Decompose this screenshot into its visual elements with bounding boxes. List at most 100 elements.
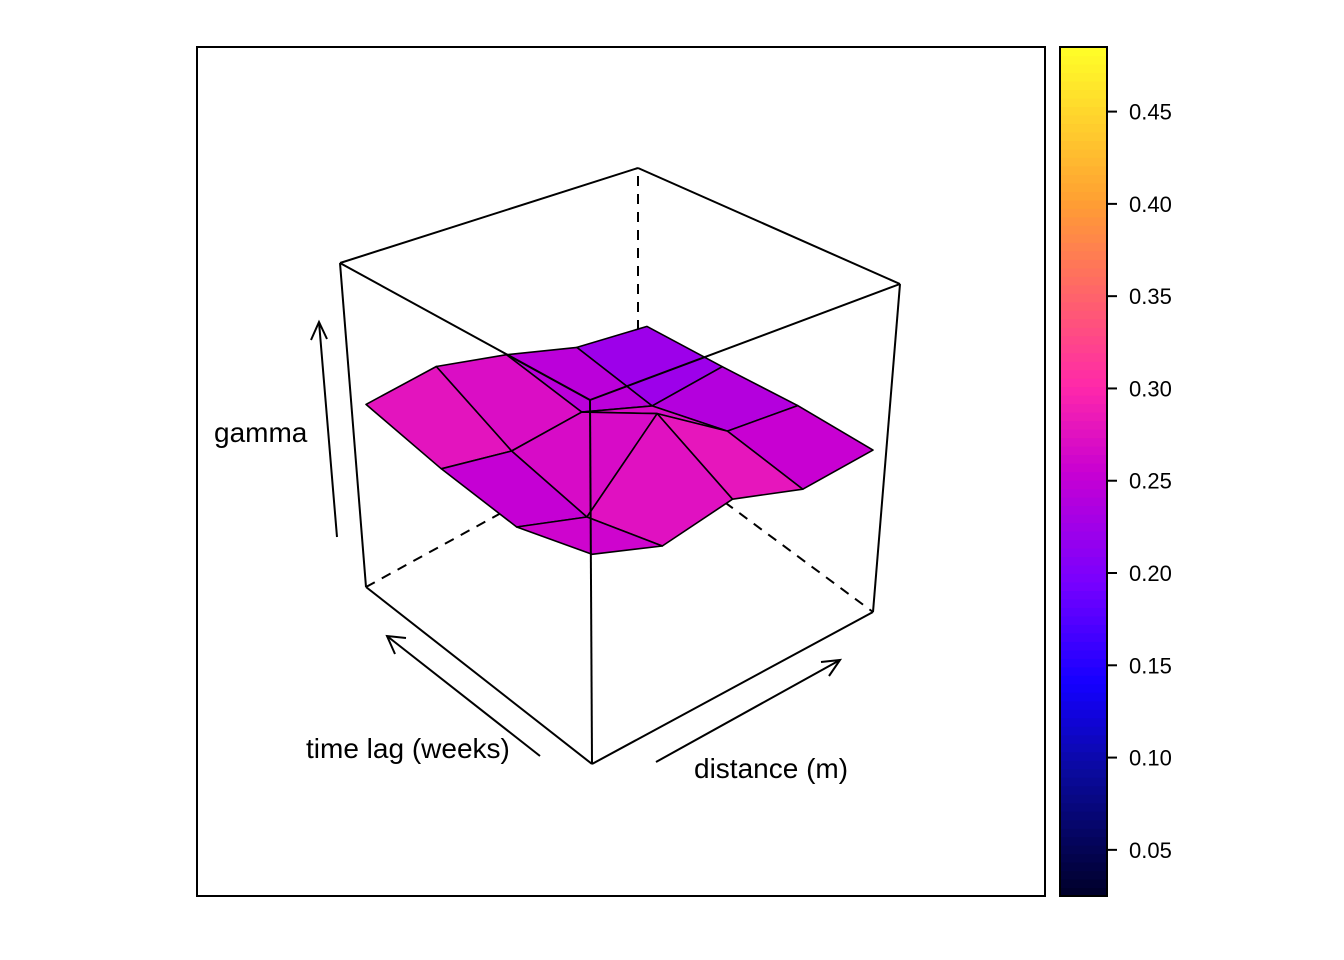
z-axis-label: gamma: [214, 417, 308, 448]
surface: [365, 325, 874, 556]
colorbar-swatch: [1060, 318, 1107, 328]
colorbar-swatch: [1060, 403, 1107, 413]
colorbar-swatch: [1060, 658, 1107, 668]
colorbar-swatch: [1060, 488, 1107, 498]
colorbar-swatch: [1060, 454, 1107, 464]
box-edge: [339, 167, 639, 264]
colorbar-tick-label: 0.15: [1129, 653, 1172, 678]
colorbar-swatch: [1060, 734, 1107, 744]
colorbar-swatch: [1060, 250, 1107, 260]
colorbar-swatch: [1060, 89, 1107, 99]
colorbar-swatch: [1060, 632, 1107, 642]
colorbar-swatch: [1060, 777, 1107, 787]
colorbar-swatch: [1060, 870, 1107, 880]
colorbar-swatch: [1060, 862, 1107, 872]
colorbar-tick-label: 0.35: [1129, 284, 1172, 309]
y-axis-arrow: [385, 634, 541, 757]
colorbar-tick-label: 0.10: [1129, 746, 1172, 771]
colorbar-swatch: [1060, 47, 1107, 57]
colorbar-swatch: [1060, 412, 1107, 422]
colorbar-swatch: [1060, 233, 1107, 243]
colorbar-swatch: [1060, 522, 1107, 532]
colorbar-swatch: [1060, 293, 1107, 303]
colorbar-tick-label: 0.30: [1129, 376, 1172, 401]
colorbar-swatch: [1060, 879, 1107, 889]
colorbar-swatch: [1060, 828, 1107, 838]
colorbar-swatch: [1060, 97, 1107, 108]
colorbar-swatch: [1060, 165, 1107, 175]
colorbar-swatch: [1060, 751, 1107, 761]
colorbar-swatch: [1060, 819, 1107, 829]
colorbar-swatch: [1060, 310, 1107, 320]
colorbar-swatch: [1060, 581, 1107, 591]
colorbar-swatch: [1060, 225, 1107, 235]
colorbar-swatch: [1060, 692, 1107, 702]
colorbar-swatch: [1060, 208, 1107, 218]
box-edge: [591, 611, 874, 765]
colorbar-swatch: [1060, 276, 1107, 286]
colorbar-swatch: [1060, 395, 1107, 405]
colorbar-swatch: [1060, 743, 1107, 753]
box-edge: [365, 586, 593, 765]
colorbar-tick-label: 0.20: [1129, 561, 1172, 586]
colorbar-swatch: [1060, 479, 1107, 490]
colorbar-swatch: [1060, 429, 1107, 439]
colorbar-swatch: [1060, 811, 1107, 821]
colorbar-swatch: [1060, 598, 1107, 608]
colorbar-swatch: [1060, 794, 1107, 804]
colorbar-swatch: [1060, 301, 1107, 311]
colorbar-swatch: [1060, 437, 1107, 447]
colorbar-swatch: [1060, 157, 1107, 167]
box-edge: [589, 399, 593, 765]
colorbar-swatch: [1060, 471, 1107, 481]
colorbar-frame: [1059, 46, 1108, 897]
colorbar-tick-label: 0.05: [1129, 838, 1172, 863]
colorbar-swatch: [1060, 539, 1107, 549]
colorbar-swatch: [1060, 496, 1107, 507]
colorbar-swatch: [1060, 726, 1107, 736]
hidden-edge: [637, 437, 874, 613]
z-axis-arrow: [310, 319, 338, 538]
colorbar-swatch: [1060, 191, 1107, 201]
colorbar-swatch: [1060, 420, 1107, 430]
colorbar-tick-label: 0.40: [1129, 192, 1172, 217]
box-edges: [339, 167, 901, 765]
colorbar-swatch: [1060, 106, 1107, 116]
colorbar-swatch: [1060, 709, 1107, 719]
colorbar-swatch: [1060, 547, 1107, 557]
colorbar: [1060, 47, 1107, 897]
colorbar-swatch: [1060, 675, 1107, 685]
colorbar-swatch: [1060, 700, 1107, 710]
colorbar-swatch: [1060, 607, 1107, 617]
colorbar-swatch: [1060, 785, 1107, 795]
colorbar-swatch: [1060, 556, 1107, 566]
box-edge: [339, 262, 367, 588]
colorbar-swatch: [1060, 182, 1107, 192]
colorbar-swatch: [1060, 446, 1107, 456]
colorbar-swatch: [1060, 564, 1107, 574]
colorbar-swatch: [1060, 327, 1107, 337]
colorbar-swatch: [1060, 72, 1107, 82]
colorbar-tick-label: 0.25: [1129, 469, 1172, 494]
colorbar-swatch: [1060, 717, 1107, 727]
colorbar-tick-label: 0.45: [1129, 100, 1172, 125]
colorbar-swatch: [1060, 284, 1107, 294]
colorbar-swatch: [1060, 641, 1107, 651]
colorbar-swatch: [1060, 63, 1107, 74]
box-edge: [589, 283, 901, 401]
x-axis-label: distance (m): [694, 753, 848, 784]
colorbar-swatch: [1060, 666, 1107, 676]
colorbar-swatch: [1060, 80, 1107, 91]
colorbar-swatch: [1060, 463, 1107, 473]
colorbar-swatch: [1060, 369, 1107, 379]
colorbar-swatch: [1060, 845, 1107, 855]
colorbar-swatch: [1060, 148, 1107, 158]
colorbar-ticks: 0.05 0.10 0.15 0.20 0.25 0.30 0.35 0.40 0.45: [1107, 100, 1172, 863]
colorbar-swatch: [1060, 267, 1107, 277]
colorbar-swatch: [1060, 683, 1107, 693]
colorbar-swatch: [1060, 573, 1107, 583]
colorbar-swatch: [1060, 760, 1107, 770]
colorbar-swatch: [1060, 887, 1107, 897]
colorbar-swatch: [1060, 530, 1107, 541]
